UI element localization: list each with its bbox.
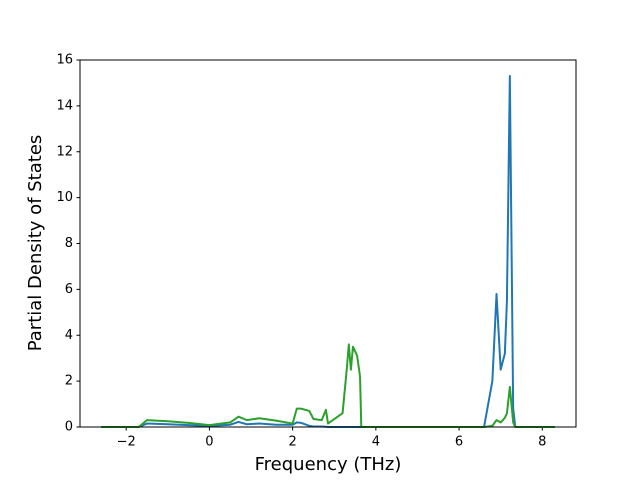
series-line [101, 75, 555, 428]
y-tick-label: 8 [65, 236, 73, 251]
y-tick-label: 10 [56, 190, 73, 205]
x-tick-label: 0 [205, 435, 213, 450]
x-tick-label: 8 [538, 435, 546, 450]
y-tick-label: 16 [56, 53, 73, 68]
y-tick-label: 2 [65, 374, 73, 389]
x-tick-label: −2 [117, 435, 136, 450]
y-tick-label: 0 [65, 420, 73, 435]
plot-frame [79, 59, 577, 428]
x-tick-label: 6 [455, 435, 463, 450]
y-tick-label: 12 [56, 144, 73, 159]
y-tick-label: 14 [56, 98, 73, 113]
y-tick-label: 4 [65, 328, 73, 343]
series-line [101, 343, 555, 428]
x-axis-label: Frequency (THz) [255, 454, 402, 475]
x-tick-label: 2 [288, 435, 296, 450]
y-tick-label: 6 [65, 282, 73, 297]
x-tick-label: 4 [372, 435, 380, 450]
y-axis-label: Partial Density of States [25, 135, 46, 352]
